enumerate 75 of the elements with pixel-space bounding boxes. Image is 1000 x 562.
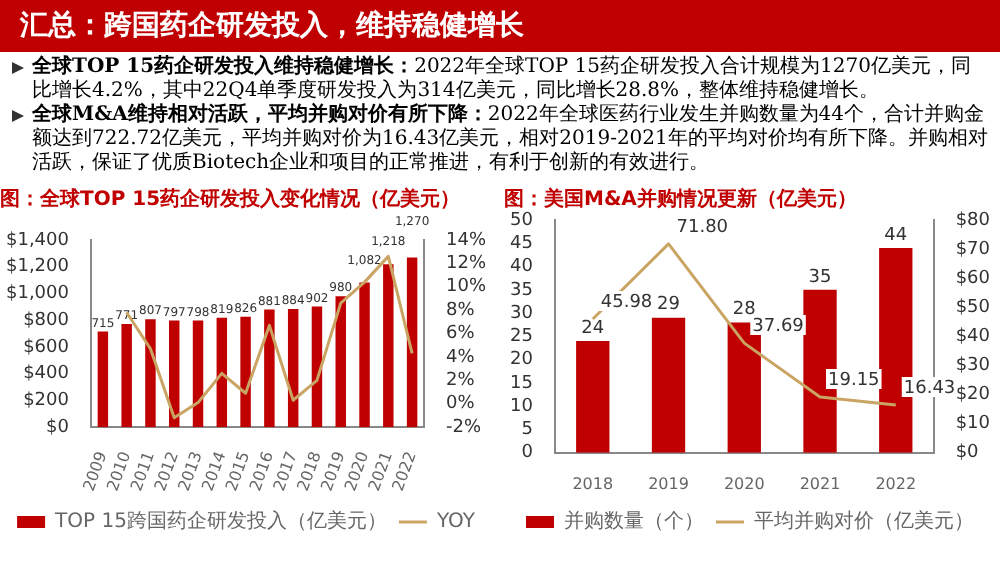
data-label: 35 [808, 267, 832, 288]
legend-label: TOP 15跨国药企研发投入（亿美元） [53, 509, 387, 534]
bar [264, 309, 275, 428]
y-tick-label: $1,000 [5, 284, 70, 305]
y2-tick-label: 12% [445, 254, 487, 275]
y-tick-label: 30 [510, 303, 534, 324]
y-tick-label: $800 [23, 310, 70, 331]
y2-tick-label: 4% [445, 347, 476, 368]
y2-tick-label: $30 [955, 356, 991, 377]
y2-tick-label: $60 [955, 268, 991, 289]
data-label: 24 [581, 318, 605, 339]
y-tick-label: 5 [521, 420, 533, 441]
y-tick-label: 0 [521, 443, 534, 464]
text: 全球TOP 15药企研发投入维持稳健增长：2022年全球TOP 15药企研发投入合计规模为1270亿美元，同比增长4.2%，其中22Q4单季度研发投入为314亿美元，同比增长28.8%，整体维持稳健增长。 [32, 56, 973, 102]
y2-tick-label: 6% [445, 324, 476, 345]
y-tick-label: $400 [23, 364, 70, 385]
y-tick-label: $0 [46, 417, 70, 438]
y-tick-label: 20 [510, 350, 534, 371]
y2-tick-label: $40 [955, 327, 991, 348]
bar [216, 317, 228, 428]
y-tick-label: 40 [510, 257, 534, 278]
y2-tick-label: $0 [955, 443, 980, 464]
bar [359, 282, 370, 428]
data-label: 16.43 [903, 378, 956, 399]
y-tick-label: $1,400 [5, 230, 70, 251]
y-tick-label: $600 [23, 337, 70, 358]
y2-tick-label: 14% [445, 230, 487, 251]
bar [97, 331, 109, 428]
bar [335, 296, 346, 428]
y-tick-label: 45 [510, 233, 533, 254]
y2-tick-label: $20 [955, 385, 991, 406]
y2-tick-label: $10 [955, 414, 991, 435]
chart-title: 图：美国M&A并购情况更新（亿美元） [504, 187, 857, 212]
data-label: 44 [884, 225, 908, 246]
legend-label: 并购数量（个） [564, 509, 704, 534]
y2-tick-label: $80 [955, 210, 991, 231]
x-tick-label: 2022 [875, 474, 917, 493]
data-label: 71.80 [676, 217, 729, 238]
y2-tick-label: $70 [955, 239, 991, 260]
bar [287, 308, 299, 428]
y2-tick-label: 0% [445, 394, 476, 415]
bar [406, 257, 418, 428]
legend-label: YOY [434, 511, 477, 534]
x-tick-label: 2021 [799, 474, 841, 493]
y-tick-label: 50 [510, 210, 534, 231]
bar [383, 264, 394, 428]
x-tick-label: 2018 [572, 474, 614, 493]
chart-title: 图：全球TOP 15药企研发投入变化情况（亿美元） [0, 187, 461, 212]
data-label: 28 [732, 300, 757, 321]
bar [576, 341, 610, 453]
y2-tick-label: 10% [445, 277, 487, 298]
data-label: 37.69 [752, 316, 805, 337]
y2-tick-label: 2% [445, 371, 476, 392]
y-tick-label: 35 [510, 280, 533, 301]
y-tick-label: $1,200 [5, 257, 70, 278]
y-tick-label: $200 [23, 391, 70, 412]
legend-label: 平均并购对价（亿美元） [754, 509, 974, 534]
data-label: 19.15 [828, 370, 880, 391]
bar [121, 324, 132, 428]
data-label: 45.98 [600, 292, 653, 313]
x-tick-label: 2019 [648, 474, 689, 493]
y-tick-label: 25 [510, 327, 533, 348]
x-tick-label: 2020 [723, 474, 765, 493]
y-tick-label: 10 [510, 396, 534, 417]
y2-tick-label: 8% [445, 300, 476, 321]
bar [145, 319, 156, 428]
y2-tick-label: $50 [955, 297, 991, 318]
text: 汇总：跨国药企研发投入，维持稳健增长 [0, 0, 1000, 52]
bar [192, 320, 204, 428]
y2-tick-label: -2% [445, 417, 482, 438]
bar [651, 317, 686, 453]
y-tick-label: 15 [510, 373, 533, 394]
data-label: 29 [657, 295, 681, 316]
text: 全球M&A维持相对活跃，平均并购对价有所下降：2022年全球医药行业发生并购数量为44个，合计并购金额达到722.72亿美元，平均并购对价为16.43亿美元，相对2019-2021年的平均对价均有所下降。并购相对活跃，保证了优质Biotech企业和项目的正常推进，有利于创新的有效进行。 [32, 104, 988, 176]
bar [240, 316, 251, 428]
